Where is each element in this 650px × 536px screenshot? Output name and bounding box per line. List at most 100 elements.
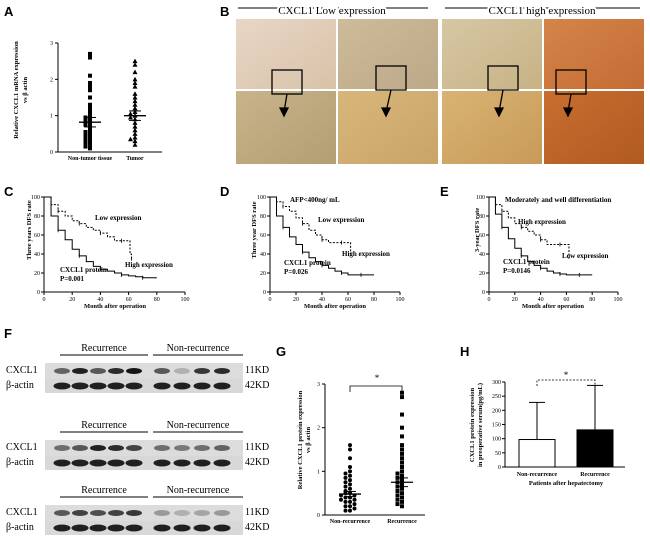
panel-h-ytick-label: 0: [498, 465, 501, 471]
panel-label-b: B: [220, 4, 229, 19]
panel-a-point: [83, 119, 88, 124]
panel-a-point: [88, 131, 92, 136]
panel-a-point: [132, 120, 138, 125]
panel-g-point: [343, 504, 348, 509]
panel-a-point: [132, 91, 138, 96]
blot-2-actin-band: [53, 459, 71, 467]
panel-a-point: [88, 142, 92, 147]
panel-g-ylabel: Relative CXCL1 protein expression: [297, 390, 304, 489]
panel-c-low-curve: [44, 196, 132, 259]
panel-a-point: [132, 80, 138, 85]
panel-g-point: [343, 508, 348, 513]
blot-3-cxcl1-band: [214, 510, 230, 516]
panel-c-low-label: Low expression: [95, 214, 141, 222]
panel-h-chart: CXCL1 protein expression in preoperative…: [469, 370, 625, 487]
panel-f-western-blots: Recurrence Non-recurrence CXCL1 β-actin 11KD…: [6, 343, 269, 535]
ihc-high-1: [442, 19, 542, 89]
blot-1-actin-band: [153, 382, 171, 390]
blot-1-recurrence-label: Recurrence: [81, 343, 127, 354]
high-expression-header: CXCL1 high expression: [489, 5, 596, 17]
panel-g-point: [352, 506, 357, 511]
blot-2-kd2-label: 42KD: [245, 457, 269, 468]
blot-2-cxcl1-band: [108, 445, 124, 451]
blot-1-actin-band: [193, 382, 211, 390]
panel-h-sig: *: [564, 370, 569, 380]
panel-c-ytick-label: 40: [34, 252, 40, 258]
panel-a-ytick-label: 0: [50, 150, 53, 156]
blot-3-kd1-label: 11KD: [245, 507, 269, 518]
blot-1-actin-band: [213, 382, 231, 390]
panel-g-point: [395, 471, 400, 476]
panel-g-ytick-label: 3: [317, 382, 320, 388]
panel-h-ylabel-2: in preoperative serum(pg/mL): [477, 383, 484, 467]
blot-1-actin-band: [53, 382, 71, 390]
blot-2-actin-band: [125, 459, 143, 467]
panel-d-xtick-label: 100: [396, 297, 405, 303]
blot-1-cxcl1-band: [72, 368, 88, 374]
panel-h-ytick-label: 100: [492, 437, 501, 443]
panel-a-point: [132, 84, 138, 89]
panel-h-ytick-label: 200: [492, 408, 501, 414]
panel-g-point: [343, 484, 348, 489]
panel-g-category-1: Non-recurrence: [330, 519, 371, 525]
ihc-high-2: [544, 19, 644, 89]
panel-g-point: [400, 390, 404, 395]
blot-3-cxcl1-band: [90, 510, 106, 516]
blot-3-cxcl1-membrane: [45, 505, 243, 521]
panel-d-high-curve: [270, 196, 374, 276]
panel-g-point: [400, 491, 404, 496]
blot-3-non-recurrence-label: Non-recurrence: [167, 485, 230, 496]
panel-g-point: [395, 497, 400, 502]
panel-d-pvalue: P=0.026: [284, 268, 309, 276]
blot-1: Recurrence Non-recurrence CXCL1 β-actin 11KD…: [6, 343, 269, 393]
panel-c-xtick-label: 0: [43, 297, 46, 303]
panel-g-point: [400, 434, 404, 439]
panel-e-ytick-label: 20: [479, 271, 485, 277]
panel-g-point: [348, 456, 352, 461]
panel-g-point: [395, 493, 400, 498]
panel-label-f: F: [4, 326, 12, 341]
blot-1-cxcl1-band: [214, 368, 230, 374]
panel-g-point: [400, 425, 404, 430]
panel-g-point: [400, 486, 404, 491]
panel-g-category-2: Recurrence: [387, 519, 417, 525]
panel-g-point: [400, 443, 404, 448]
blot-3-cxcl1-band: [54, 510, 70, 516]
panel-h-ytick-label: 250: [492, 394, 501, 400]
panel-a-point: [88, 88, 92, 93]
blot-1-actin-membrane: [45, 379, 243, 393]
panel-h-bar: [518, 439, 556, 468]
blot-3-actin-band: [89, 524, 107, 532]
panel-g-point: [395, 488, 400, 493]
blot-2-actin-band: [213, 459, 231, 467]
panel-g-point: [400, 451, 404, 456]
blot-3-cxcl1-band: [174, 510, 190, 516]
blot-1-cxcl1-label: CXCL1: [6, 365, 38, 376]
panel-d-xlabel: Month after operation: [304, 303, 366, 310]
panel-d-xtick-label: 40: [319, 297, 325, 303]
panel-g-point: [400, 447, 404, 452]
blot-2-cxcl1-label: CXCL1: [6, 442, 38, 453]
panel-e-xlabel: Month after operation: [522, 303, 584, 310]
panel-d-xtick-label: 20: [293, 297, 299, 303]
panel-g-ytick-label: 2: [317, 426, 320, 432]
panel-g-point: [348, 504, 352, 509]
panel-d-var-label: CXCL1 protein: [284, 259, 331, 267]
panel-g-sig: *: [375, 373, 380, 383]
panel-g-point: [343, 475, 348, 480]
panel-a-point: [83, 133, 88, 138]
panel-c-ytick-label: 100: [31, 195, 40, 201]
blot-2-actin-label: β-actin: [6, 457, 34, 468]
panel-c-xtick-label: 80: [154, 297, 160, 303]
panel-a-point: [83, 140, 88, 145]
panel-a-category-2: Tumor: [126, 156, 144, 162]
panel-a-ytick-label: 2: [50, 77, 53, 83]
panel-d-ytick-label: 100: [257, 195, 266, 201]
panel-a-point: [88, 95, 92, 100]
panel-c-ylabel: Three years DFS rate: [26, 200, 33, 260]
panel-g-ylabel-2: vs β actin: [305, 427, 312, 454]
blot-2-actin-band: [89, 459, 107, 467]
panel-a-ytick-label: 1: [50, 114, 53, 120]
panel-label-g: G: [276, 344, 286, 359]
